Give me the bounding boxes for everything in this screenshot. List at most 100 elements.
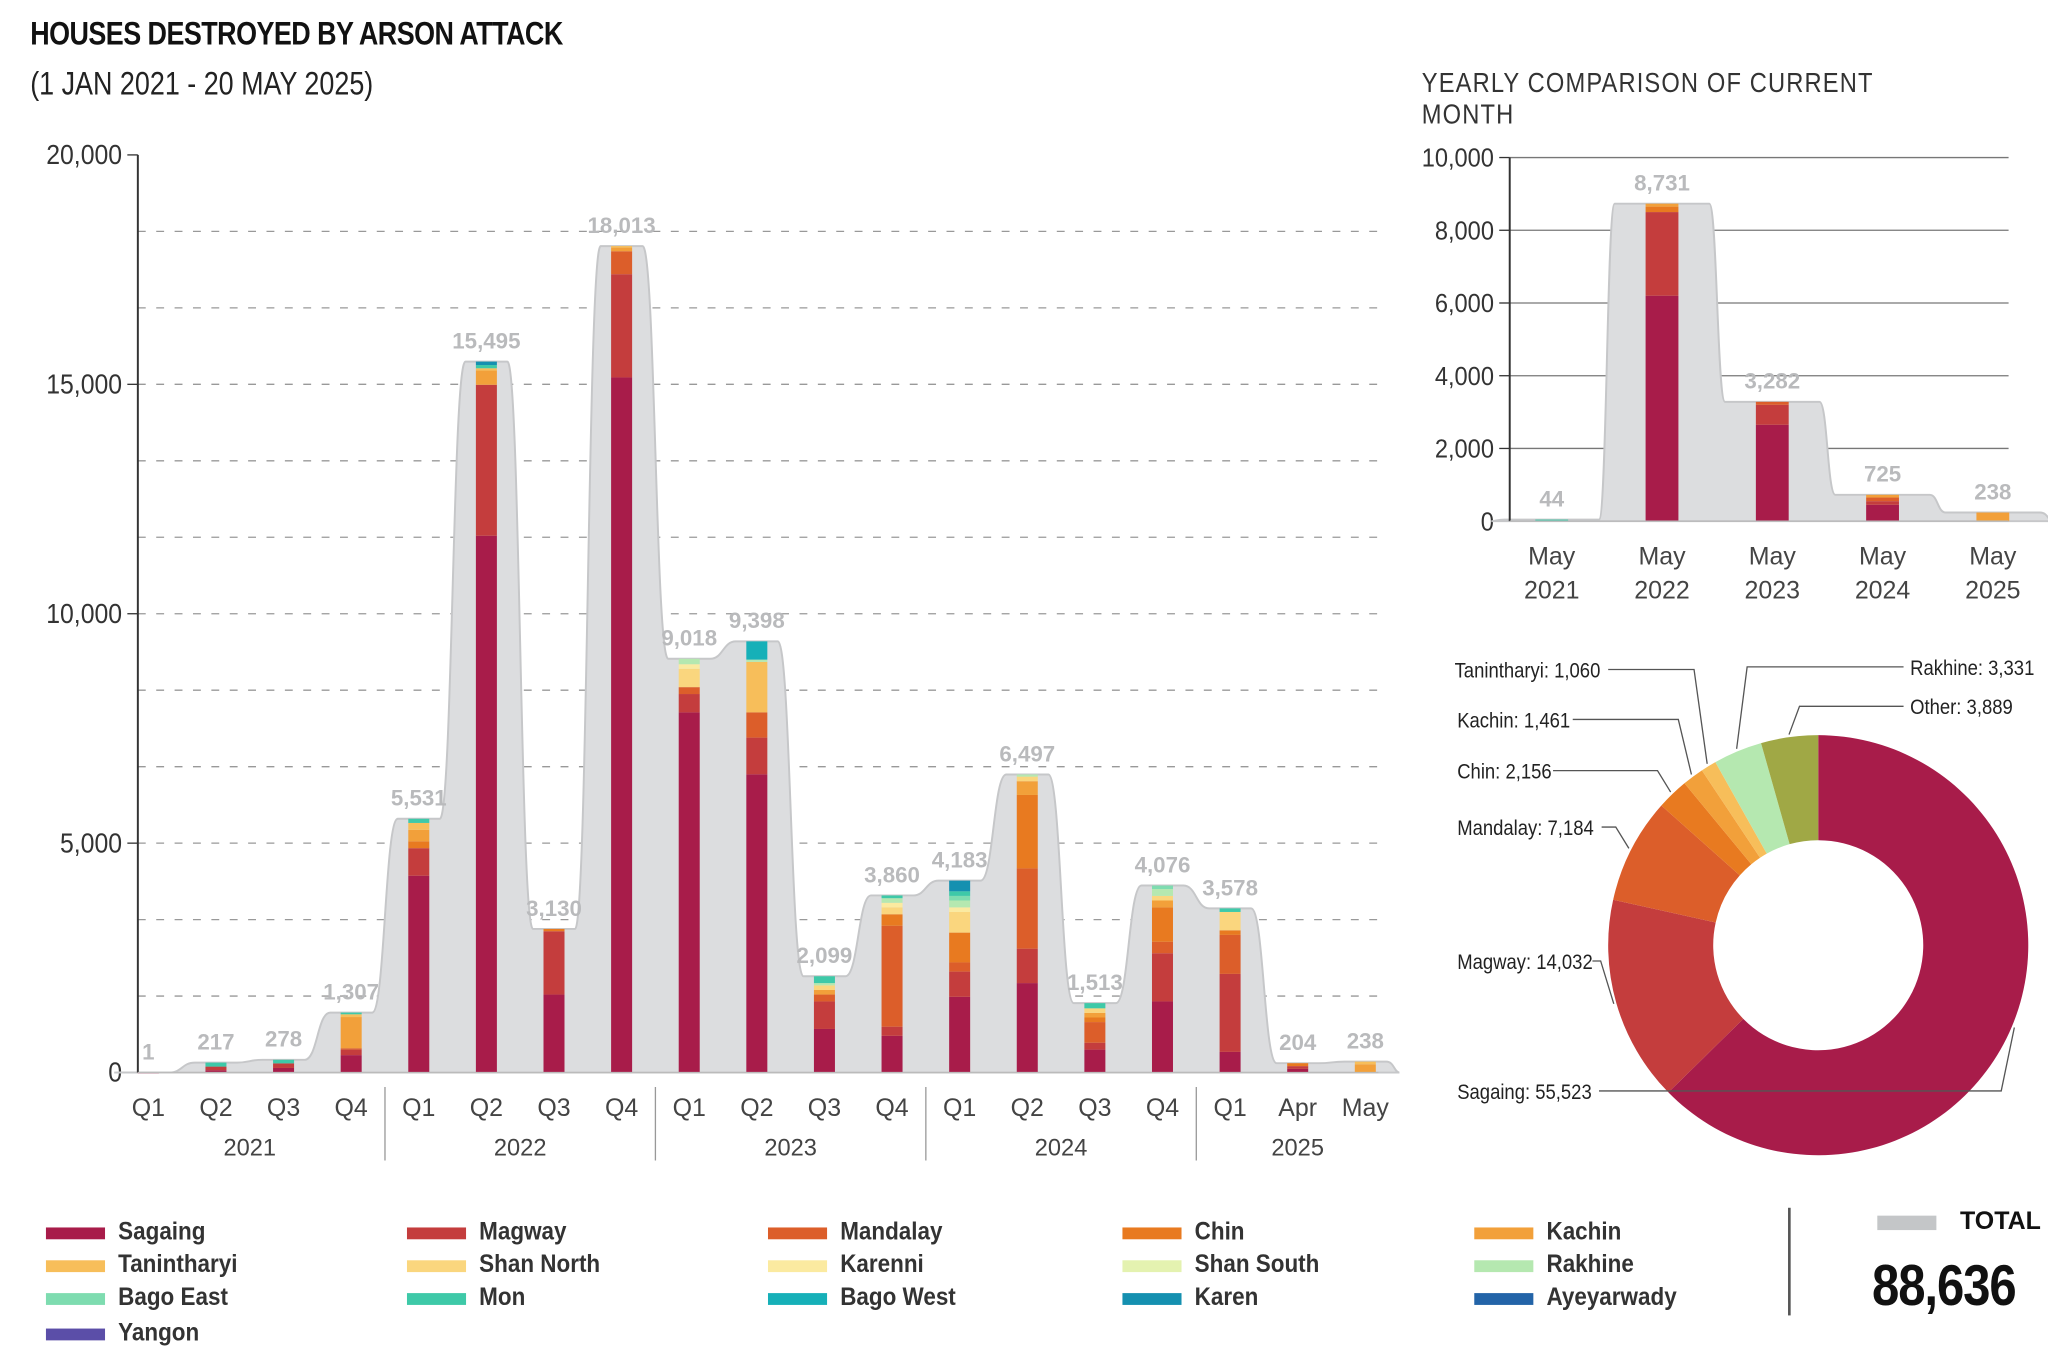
- x-tick-label: Q1: [673, 1094, 706, 1122]
- bar-segment-mandalay: [611, 251, 633, 275]
- donut-label: Mandalay: 7,184: [1457, 817, 1594, 840]
- bar-segment-shan-north: [949, 911, 971, 933]
- bar-segment-chin: [408, 841, 430, 849]
- donut-label: Sagaing: 55,523: [1457, 1081, 1592, 1104]
- x-tick-label: Q1: [132, 1094, 165, 1122]
- legend-item-chin: Chin: [1122, 1218, 1250, 1247]
- donut-label: Chin: 2,156: [1457, 760, 1551, 783]
- bar-segment-mon: [1219, 908, 1241, 912]
- bar-segment-kachin: [1151, 900, 1173, 908]
- total-value-label: 204: [1279, 1030, 1317, 1055]
- x-tick-label: Q1: [1213, 1094, 1246, 1122]
- bar-segment-tanintharyi: [408, 822, 430, 830]
- bar-segment-chin: [1219, 930, 1241, 935]
- legend-swatch: [767, 1292, 828, 1305]
- leader-line: [1735, 666, 1904, 749]
- legend-label: Karenni: [840, 1251, 924, 1279]
- x-tick-label: Q2: [740, 1094, 773, 1122]
- total-value-label: 3,860: [864, 862, 920, 887]
- donut-slice-other: [1761, 735, 1819, 845]
- bar-segment-rakhine: [1016, 774, 1038, 777]
- bar-segment-tanintharyi: [746, 661, 768, 713]
- legend-label: Kachin: [1546, 1218, 1622, 1246]
- total-value-label: 9,018: [661, 626, 717, 651]
- bar-segment-tanintharyi: [475, 368, 497, 371]
- leader-line: [1553, 769, 1672, 793]
- year-group-label: 2025: [1271, 1135, 1324, 1161]
- bar-segment-shan-north: [678, 668, 700, 688]
- bar-segment-mon: [205, 1062, 227, 1067]
- bar-segment-sagaing: [1016, 983, 1038, 1073]
- bar-segment-rakhine: [1151, 889, 1173, 896]
- legend-label: Tanintharyi: [118, 1251, 238, 1279]
- bar-segment-mon: [1535, 519, 1569, 522]
- x-tick-label: May: [1859, 543, 1907, 571]
- total-value-label: 278: [265, 1027, 302, 1052]
- bar-segment-sagaing: [340, 1055, 362, 1073]
- bar-segment-magway: [1287, 1066, 1309, 1069]
- bar-segment-shan-north: [813, 985, 835, 990]
- bar-segment-magway: [881, 1026, 903, 1036]
- total-value: 88,636: [1872, 1253, 2017, 1319]
- legend-label: Magway: [479, 1218, 567, 1246]
- y-tick-label: 2,000: [1435, 435, 1494, 464]
- x-tick-label: Apr: [1278, 1094, 1317, 1122]
- donut-label: Tanintharyi: 1,060: [1455, 659, 1601, 682]
- total-swatch: [1877, 1215, 1937, 1231]
- total-value-label: 15,495: [452, 328, 520, 353]
- legend-label: Rakhine: [1546, 1251, 1634, 1279]
- bar-segment-sagaing: [1755, 424, 1789, 522]
- bar-segment-mandalay: [1016, 868, 1038, 949]
- bar-segment-sagaing: [543, 994, 565, 1073]
- bar-segment-magway: [949, 971, 971, 997]
- bar-segment-sagaing: [273, 1067, 295, 1073]
- x-tick-label: Q2: [199, 1094, 232, 1122]
- bar-segment-mandalay: [1755, 401, 1789, 405]
- legend-item-bago-east: Bago East: [45, 1284, 240, 1313]
- total-value-label: 238: [1347, 1029, 1384, 1054]
- bar-segment-rakhine: [949, 900, 971, 908]
- donut-slice-sagaing: [1668, 735, 2029, 1156]
- bar-segment-rakhine: [813, 983, 835, 986]
- donut-slice-mandalay: [1613, 805, 1740, 923]
- bar-segment-mon: [813, 976, 835, 984]
- total-value-label: 217: [197, 1029, 234, 1054]
- y-tick-label: 10,000: [46, 598, 122, 630]
- bar-segment-kachin: [1016, 781, 1038, 795]
- donut-slice-tanintharyi: [1701, 762, 1767, 858]
- y-tick-label: 0: [1481, 507, 1494, 536]
- x-tick-label: Q3: [267, 1094, 300, 1122]
- bar-segment-mon: [273, 1059, 295, 1064]
- bar-segment-bago-east: [1151, 885, 1173, 890]
- total-value-label: 9,398: [729, 608, 785, 633]
- bar-segment-tanintharyi: [611, 246, 633, 248]
- bar-segment-sagaing: [475, 535, 497, 1073]
- bar-segment-sagaing: [1645, 295, 1679, 522]
- x-tick-label: 2023: [1745, 577, 1800, 605]
- donut-label: Magway: 14,032: [1457, 951, 1593, 974]
- bar-segment-mandalay: [1084, 1022, 1106, 1043]
- legend-label: Yangon: [118, 1319, 200, 1347]
- leader-line: [1592, 960, 1615, 1005]
- bar-segment-kachin: [1866, 494, 1899, 498]
- bar-segment-magway: [273, 1063, 295, 1068]
- bar-segment-rakhine: [746, 659, 768, 662]
- legend-swatch: [45, 1292, 106, 1305]
- bar-segment-kachin: [408, 829, 430, 842]
- legend-swatch: [45, 1259, 106, 1272]
- legend-swatch: [406, 1226, 467, 1239]
- x-tick-label: Q3: [808, 1094, 841, 1122]
- leader-line: [1608, 668, 1708, 764]
- bar-segment-kachin: [1354, 1064, 1376, 1073]
- legend-swatch: [767, 1226, 828, 1239]
- legend-item-bago-west: Bago West: [767, 1284, 969, 1313]
- bar-segment-magway: [746, 737, 768, 775]
- bar-segment-chin: [1151, 907, 1173, 942]
- total-value-label: 5,531: [391, 786, 447, 811]
- total-value-label: 238: [1974, 479, 2011, 504]
- bar-segment-kachin: [475, 370, 497, 385]
- x-tick-label: Q1: [402, 1094, 435, 1122]
- bar-segment-sagaing: [1866, 504, 1899, 522]
- x-tick-label: Q4: [605, 1094, 638, 1122]
